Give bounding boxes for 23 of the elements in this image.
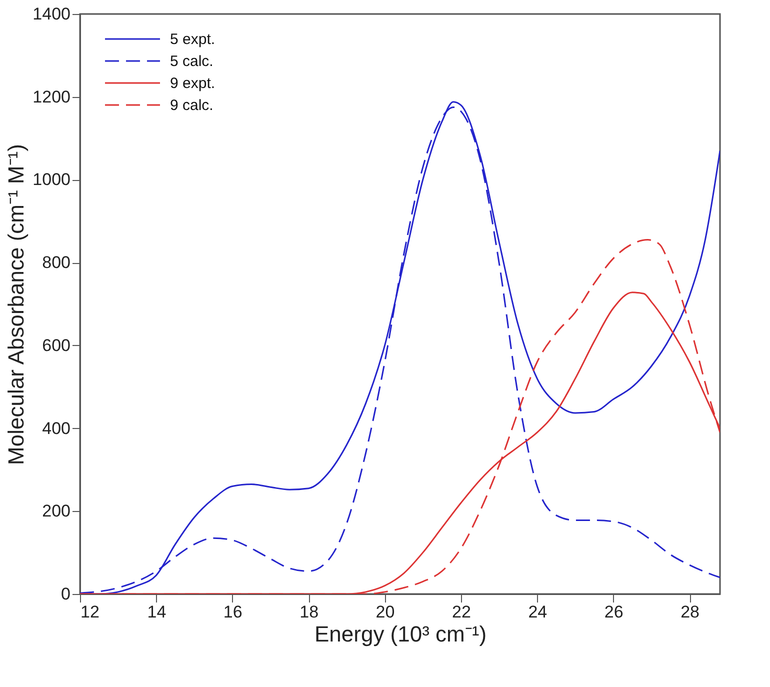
x-tick-label: 28 — [680, 602, 700, 622]
y-tick-label: 600 — [42, 336, 70, 355]
x-tick-label: 18 — [300, 602, 319, 622]
x-tick-label: 16 — [223, 602, 242, 622]
x-tick-label: 24 — [528, 602, 548, 622]
y-axis-title: Molecular Absorbance (cm⁻¹ M⁻¹) — [4, 144, 29, 465]
x-tick-label: 14 — [147, 602, 166, 622]
legend-label: 9 calc. — [170, 97, 214, 114]
y-tick-label: 0 — [61, 584, 70, 604]
x-tick-label: 20 — [376, 602, 395, 622]
y-tick-label: 800 — [42, 253, 70, 272]
x-tick-label: 12 — [80, 602, 100, 622]
x-axis-title: Energy (10³ cm⁻¹) — [314, 622, 487, 646]
legend-label: 9 expt. — [170, 75, 216, 92]
y-tick-label: 1400 — [32, 4, 70, 24]
y-tick-label: 400 — [42, 418, 70, 438]
y-tick-label: 200 — [42, 502, 70, 521]
y-tick-label: 1200 — [32, 87, 70, 106]
legend-label: 5 calc. — [170, 53, 214, 70]
x-tick-label: 22 — [452, 602, 471, 622]
y-tick-label: 1000 — [32, 170, 70, 190]
legend-label: 5 expt. — [170, 31, 216, 48]
x-tick-label: 26 — [604, 602, 624, 622]
